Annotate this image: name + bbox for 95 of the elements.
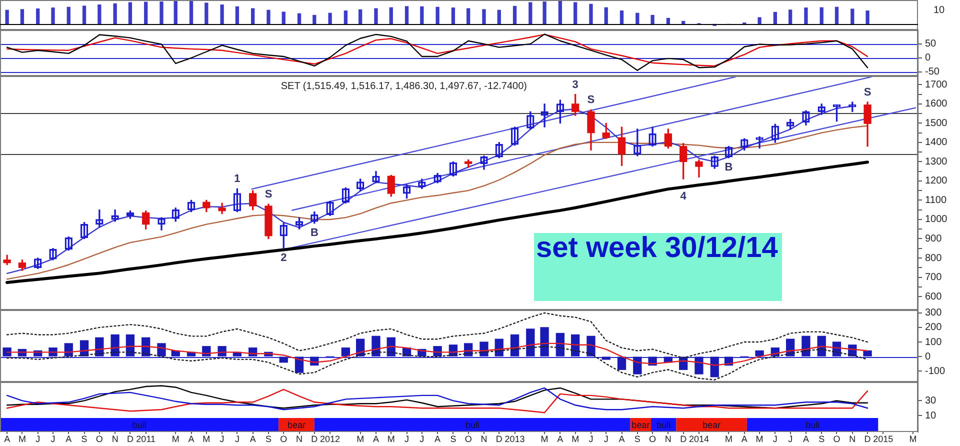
- annotation: B: [310, 226, 318, 239]
- x-tick-label: O: [96, 434, 103, 444]
- y-tick-label: 800: [925, 252, 942, 264]
- annotation: S: [864, 86, 872, 99]
- x-tick-label: M: [756, 434, 764, 444]
- y-tick-label: 10: [925, 410, 937, 422]
- annotation: SET (1,515.49, 1,516.17, 1,486.30, 1,497.67, -12.7400): [280, 80, 527, 92]
- annotation: 1: [234, 173, 240, 186]
- x-tick-label: N: [849, 434, 856, 444]
- x-tick-label: A: [66, 434, 72, 444]
- band-label: bull: [656, 420, 671, 430]
- x-tick-label: J: [36, 434, 40, 444]
- y-tick-label: 1000: [925, 214, 948, 226]
- band-label: bear: [287, 420, 306, 430]
- x-tick-label: 2013: [504, 434, 525, 444]
- x-tick-label: S: [634, 434, 640, 444]
- x-tick-label: S: [450, 434, 456, 444]
- x-tick-label: M: [540, 434, 548, 444]
- band-label: bull: [806, 420, 820, 430]
- x-tick-label: O: [280, 434, 288, 444]
- y-tick-label: 300: [925, 308, 942, 319]
- x-tick-label: M: [202, 434, 210, 444]
- x-tick-label: M: [725, 434, 732, 444]
- x-tick-label: A: [250, 434, 256, 444]
- x-tick-label: D: [311, 434, 318, 444]
- y-tick-label: 30: [925, 395, 937, 406]
- y-tick-label: 1300: [925, 156, 948, 168]
- band-label: bull: [132, 420, 146, 430]
- title-panel: set week 30/12/14: [534, 233, 782, 301]
- band-label: bear: [702, 420, 721, 430]
- x-tick-label: 2014: [688, 434, 709, 444]
- y-tick-label: 1400: [925, 137, 948, 148]
- y-tick-label: 1200: [925, 176, 948, 187]
- x-tick-label: D: [680, 434, 688, 444]
- x-tick-label: A: [741, 434, 748, 444]
- x-tick-label: N: [112, 434, 118, 444]
- y-tick-label: -50: [925, 66, 940, 78]
- x-tick-label: M: [172, 434, 180, 444]
- x-tick-label: J: [420, 434, 424, 444]
- x-tick-label: A: [372, 434, 379, 444]
- x-tick-label: A: [188, 434, 194, 444]
- x-tick-label: J: [788, 434, 793, 444]
- y-tick-label: 1700: [925, 79, 948, 90]
- x-tick-label: J: [220, 434, 224, 444]
- y-tick-label: 900: [925, 233, 942, 244]
- x-tick-label: D: [496, 434, 503, 444]
- x-tick-label: J: [604, 434, 608, 444]
- y-tick-label: 700: [925, 272, 942, 284]
- y-tick-label: 1600: [925, 98, 948, 110]
- x-tick-label: M: [18, 434, 26, 444]
- x-tick-label: M: [387, 434, 395, 444]
- y-tick-label: 50: [925, 38, 937, 50]
- annotation: 4: [680, 190, 688, 203]
- annotation: S: [587, 94, 595, 106]
- y-tick-label: 0: [925, 52, 931, 64]
- x-tick-label: O: [464, 434, 472, 444]
- x-tick-label: M: [909, 434, 917, 444]
- x-tick-label: 2012: [320, 434, 340, 444]
- y-tick-label: 100: [925, 336, 942, 348]
- x-tick-label: 2011: [136, 434, 156, 444]
- x-tick-label: A: [802, 434, 809, 444]
- x-tick-label: S: [81, 434, 88, 444]
- x-tick-label: 2015: [873, 434, 894, 444]
- x-tick-label: J: [772, 434, 778, 444]
- x-tick-label: S: [818, 434, 825, 444]
- y-tick-label: 600: [925, 291, 942, 302]
- x-tick-label: D: [864, 434, 872, 444]
- y-tick-label: 1100: [925, 194, 947, 206]
- x-tick-label: A: [557, 434, 564, 444]
- x-tick-label: S: [265, 434, 272, 444]
- x-tick-label: D: [126, 434, 134, 444]
- x-tick-label: O: [649, 434, 656, 444]
- annotation: S: [264, 188, 272, 201]
- annotation: 2: [280, 252, 287, 264]
- x-tick-label: A: [4, 434, 10, 444]
- x-tick-label: J: [234, 434, 240, 444]
- x-tick-label: J: [50, 434, 56, 444]
- x-tick-label: J: [588, 434, 594, 444]
- band-label: bull: [465, 420, 480, 430]
- y-tick-label: -100: [925, 366, 946, 377]
- band-label: bear: [632, 420, 650, 430]
- x-tick-label: N: [664, 434, 672, 444]
- x-tick-label: A: [618, 434, 625, 444]
- x-tick-label: O: [833, 434, 840, 444]
- x-tick-label: J: [404, 434, 410, 444]
- x-tick-label: N: [480, 434, 488, 444]
- y-tick-label: 200: [925, 322, 942, 334]
- x-tick-label: N: [296, 434, 303, 444]
- x-tick-label: M: [572, 434, 580, 444]
- annotation: B: [724, 161, 733, 174]
- x-tick-label: A: [434, 434, 441, 444]
- x-tick-label: M: [356, 434, 364, 444]
- y-tick-label: 1500: [925, 118, 948, 129]
- annotation: 3: [572, 78, 578, 91]
- y-tick-label: 0: [925, 351, 931, 362]
